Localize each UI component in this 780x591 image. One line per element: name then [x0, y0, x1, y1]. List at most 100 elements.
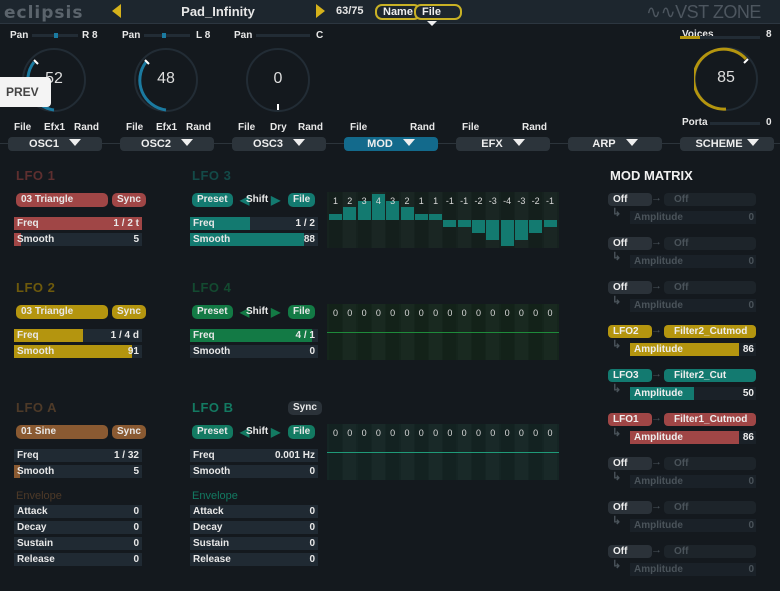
- lfoB-sync-button[interactable]: Sync: [288, 401, 322, 415]
- mod-amount-slider[interactable]: Amplitude 86: [630, 431, 756, 444]
- lfoA-shape-select[interactable]: 01 Sine: [16, 425, 108, 439]
- step-column[interactable]: [329, 192, 342, 248]
- prev-button[interactable]: PREV: [0, 77, 51, 107]
- mod-destination-select[interactable]: Off: [664, 457, 756, 470]
- lfo4-preset-button[interactable]: Preset: [192, 305, 233, 319]
- lfoB-decay-slider[interactable]: Decay 0: [190, 521, 318, 534]
- osc1-pan-slider[interactable]: [32, 33, 78, 38]
- tab-arp[interactable]: ARP: [568, 137, 662, 151]
- lfo3-shift-control[interactable]: ◀ Shift ▶: [240, 193, 281, 207]
- lfo3-smooth-slider[interactable]: Smooth 88: [190, 233, 318, 246]
- mod-source-select[interactable]: Off: [608, 545, 652, 558]
- tab-efx[interactable]: EFX: [456, 137, 550, 151]
- prev-preset-arrow-icon[interactable]: [112, 4, 121, 18]
- mod-source-select[interactable]: LFO2: [608, 325, 652, 338]
- osc1-rand-button[interactable]: Rand: [74, 122, 99, 133]
- mod-destination-select[interactable]: Off: [664, 193, 756, 206]
- osc3-level-knob[interactable]: 0: [246, 48, 310, 112]
- mod-rand-button[interactable]: Rand: [410, 122, 435, 133]
- mod-source-select[interactable]: Off: [608, 457, 652, 470]
- lfoB-release-slider[interactable]: Release 0: [190, 553, 318, 566]
- mod-amount-slider[interactable]: Amplitude 0: [630, 563, 756, 576]
- tab-osc1[interactable]: OSC1: [8, 137, 102, 151]
- mod-destination-select[interactable]: Filter2_Cutmod: [664, 325, 756, 338]
- mod-amount-slider[interactable]: Amplitude 86: [630, 343, 756, 356]
- mod-amount-slider[interactable]: Amplitude 0: [630, 255, 756, 268]
- mod-amount-slider[interactable]: Amplitude 0: [630, 299, 756, 312]
- lfoB-attack-slider[interactable]: Attack 0: [190, 505, 318, 518]
- osc2-efx1-button[interactable]: Efx1: [156, 122, 178, 133]
- lfoA-attack-slider[interactable]: Attack 0: [14, 505, 142, 518]
- mod-amount-slider[interactable]: Amplitude 0: [630, 519, 756, 532]
- mod-file-button[interactable]: File: [350, 122, 368, 133]
- shift-right-icon[interactable]: ▶: [271, 425, 281, 439]
- shift-right-icon[interactable]: ▶: [271, 305, 281, 319]
- shift-left-icon[interactable]: ◀: [240, 425, 250, 439]
- lfoB-file-button[interactable]: File: [288, 425, 316, 439]
- osc1-file-button[interactable]: File: [14, 122, 32, 133]
- osc2-file-button[interactable]: File: [126, 122, 144, 133]
- lfo3-step-sequencer[interactable]: 1 2 3 4 3 2 1 1 -1 -1 -2 -3 -4 -3 -2 -1: [327, 192, 559, 248]
- mod-source-select[interactable]: Off: [608, 501, 652, 514]
- lfo4-shift-control[interactable]: ◀ Shift ▶: [240, 305, 281, 319]
- lfoA-decay-slider[interactable]: Decay 0: [14, 521, 142, 534]
- lfoB-shift-control[interactable]: ◀ Shift ▶: [240, 425, 281, 439]
- lfoA-sustain-slider[interactable]: Sustain 0: [14, 537, 142, 550]
- lfoA-sync-button[interactable]: Sync: [112, 425, 146, 439]
- lfo1-smooth-slider[interactable]: Smooth 5: [14, 233, 142, 246]
- lfoB-preset-button[interactable]: Preset: [192, 425, 233, 439]
- next-preset-arrow-icon[interactable]: [316, 4, 325, 18]
- osc2-pan-slider[interactable]: [144, 33, 190, 38]
- mod-source-select[interactable]: Off: [608, 281, 652, 294]
- lfo1-sync-button[interactable]: Sync: [112, 193, 146, 207]
- lfoB-freq-slider[interactable]: Freq 0.001 Hz: [190, 449, 318, 462]
- lfoB-smooth-slider[interactable]: Smooth 0: [190, 465, 318, 478]
- tab-mod[interactable]: MOD: [344, 137, 438, 151]
- lfo2-smooth-slider[interactable]: Smooth 91: [14, 345, 142, 358]
- shift-left-icon[interactable]: ◀: [240, 193, 250, 207]
- mod-destination-select[interactable]: Filter2_Cut: [664, 369, 756, 382]
- lfo1-shape-select[interactable]: 03 Triangle: [16, 193, 108, 207]
- step-column[interactable]: [414, 192, 428, 248]
- efx-file-button[interactable]: File: [462, 122, 480, 133]
- shift-right-icon[interactable]: ▶: [271, 193, 281, 207]
- osc3-pan-slider[interactable]: [256, 34, 310, 37]
- lfoA-smooth-slider[interactable]: Smooth 5: [14, 465, 142, 478]
- shift-left-icon[interactable]: ◀: [240, 305, 250, 319]
- lfo3-file-button[interactable]: File: [288, 193, 316, 207]
- lfo2-shape-select[interactable]: 03 Triangle: [16, 305, 108, 319]
- lfo2-freq-slider[interactable]: Freq 1 / 4 d: [14, 329, 142, 342]
- lfo2-sync-button[interactable]: Sync: [112, 305, 146, 319]
- mod-destination-select[interactable]: Off: [664, 501, 756, 514]
- lfo3-preset-button[interactable]: Preset: [192, 193, 233, 207]
- mod-source-select[interactable]: Off: [608, 237, 652, 250]
- tab-osc2[interactable]: OSC2: [120, 137, 214, 151]
- osc2-level-knob[interactable]: 48: [134, 48, 198, 112]
- mod-source-select[interactable]: LFO3: [608, 369, 652, 382]
- file-menu-button[interactable]: File: [414, 4, 462, 26]
- lfo4-file-button[interactable]: File: [288, 305, 316, 319]
- tab-osc3[interactable]: OSC3: [232, 137, 326, 151]
- mod-destination-select[interactable]: Off: [664, 237, 756, 250]
- tab-scheme[interactable]: SCHEME: [680, 137, 774, 151]
- osc2-rand-button[interactable]: Rand: [186, 122, 211, 133]
- preset-name[interactable]: Pad_Infinity: [181, 4, 255, 19]
- voices-slider[interactable]: [680, 36, 760, 39]
- mod-source-select[interactable]: Off: [608, 193, 652, 206]
- osc3-rand-button[interactable]: Rand: [298, 122, 323, 133]
- osc1-efx1-button[interactable]: Efx1: [44, 122, 66, 133]
- osc3-file-button[interactable]: File: [238, 122, 256, 133]
- lfo4-smooth-slider[interactable]: Smooth 0: [190, 345, 318, 358]
- lfo3-freq-slider[interactable]: Freq 1 / 2: [190, 217, 318, 230]
- mod-destination-select[interactable]: Off: [664, 545, 756, 558]
- mod-amount-slider[interactable]: Amplitude 0: [630, 211, 756, 224]
- lfoA-freq-slider[interactable]: Freq 1 / 32: [14, 449, 142, 462]
- osc3-dry-button[interactable]: Dry: [270, 122, 287, 133]
- porta-slider[interactable]: [710, 122, 760, 125]
- lfo1-freq-slider[interactable]: Freq 1 / 2 t: [14, 217, 142, 230]
- mod-amount-slider[interactable]: Amplitude 50: [630, 387, 756, 400]
- master-volume-knob[interactable]: 85: [694, 47, 758, 111]
- lfoA-release-slider[interactable]: Release 0: [14, 553, 142, 566]
